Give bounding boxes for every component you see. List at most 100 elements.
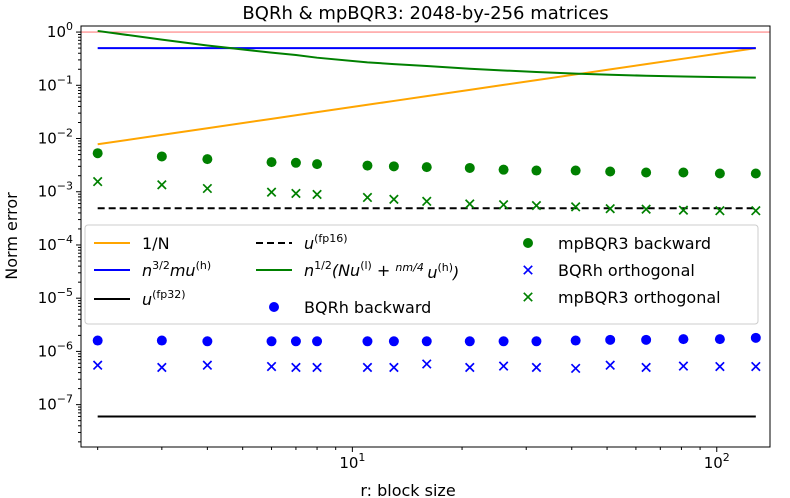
point-stroke [751,205,761,216]
point-bqrh-orthogonal [498,361,509,371]
y-tick-label: 10−4 [38,233,73,254]
point-stroke [389,194,399,205]
point-bqrh-orthogonal [531,362,542,373]
point-stroke [715,205,725,216]
y-axis-label: Norm error [2,192,21,280]
plot-frame [80,25,771,448]
point-bqrh-orthogonal [751,361,761,372]
point-bqrh-orthogonal [157,362,167,373]
point-stroke [678,205,689,215]
point-mpbqr3-backward [750,168,761,179]
legend-item-n-1-2-nu-l-nm-4-u-h: n1/2(Nu(l) + nm/4 u(h)) [256,259,459,282]
point-bqrh-orthogonal [678,361,689,371]
plot-marks [81,29,770,418]
point-mpbqr3-orthogonal [389,194,399,205]
point-mpbqr3-backward [641,167,652,178]
point-mpbqr3-backward [531,165,542,176]
point-stroke [678,361,689,371]
point-stroke [570,363,581,374]
point-bqrh-backward [714,334,725,345]
x-axis-label: r: block size [360,481,455,498]
point-stroke [362,192,373,203]
x-tick-label: 101 [339,451,365,472]
point-bqrh-backward [570,335,581,346]
y-tick-label: 10−6 [38,339,73,360]
legend-swatch [523,238,533,248]
y-tick-label: 10−5 [38,286,73,307]
point-bqrh-backward [421,336,432,347]
point-mpbqr3-orthogonal [362,192,373,203]
point-mpbqr3-backward [498,164,509,175]
point-mpbqr3-backward [266,157,277,168]
point-bqrh-orthogonal [464,362,475,373]
legend-label: u(fp32) [142,288,186,309]
legend-label: BQRh orthogonal [558,261,695,280]
point-stroke [362,362,373,373]
point-bqrh-orthogonal [312,362,322,373]
point-bqrh-orthogonal [715,361,725,372]
axis-ticks: 10−7 10−6 10−5 10−4 10−3 10−2 10−1 100 101 102 [38,20,730,472]
point-bqrh-orthogonal [362,362,373,373]
point-stroke [605,360,615,371]
point-mpbqr3-orthogonal [498,199,509,210]
point-mpbqr3-backward [92,148,103,159]
point-mpbqr3-backward [156,151,167,162]
legend-label: n3/2mu(h) [142,259,211,280]
legend-swatch [269,302,279,312]
point-mpbqr3-orthogonal [421,196,432,207]
point-stroke [605,203,615,214]
point-bqrh-orthogonal [92,360,103,371]
point-bqrh-orthogonal [570,363,581,374]
point-mpbqr3-backward [290,157,301,168]
point-bqrh-orthogonal [291,362,301,373]
line-n-1-2-nu-l-nm-4-u-h [97,29,756,79]
point-mpbqr3-backward [202,154,213,165]
y-tick-label: 10−1 [38,73,73,94]
legend-label: mpBQR3 backward [558,234,711,253]
point-bqrh-backward [312,336,323,347]
point-bqrh-backward [92,335,103,346]
legend-item-u-fp32: u(fp32) [94,288,186,309]
point-stroke [421,196,432,207]
point-mpbqr3-orthogonal [464,199,475,209]
legend-item-bqrh-backward: BQRh backward [269,298,431,317]
point-stroke [312,189,322,200]
legend-item-1-n: 1/N [94,234,170,253]
point-mpbqr3-orthogonal [715,205,725,216]
point-stroke [641,362,651,373]
legend-label: u(fp16) [304,232,348,253]
point-stroke [421,359,432,369]
point-stroke [715,361,725,372]
legend-item-mpbqr3-orthogonal: mpBQR3 orthogonal [523,288,721,307]
point-mpbqr3-orthogonal [157,180,167,190]
point-mpbqr3-orthogonal [605,203,615,214]
point-mpbqr3-backward [714,168,725,179]
point-mpbqr3-backward [678,167,689,178]
point-mpbqr3-orthogonal [531,200,542,211]
point-stroke [92,176,103,187]
legend-item-mpbqr3-backward: mpBQR3 backward [523,234,711,253]
point-bqrh-backward [266,336,277,347]
x-tick-label: 102 [704,451,730,472]
legend-swatch [523,265,533,275]
legend-item-n-3-2-mu-h: n3/2mu(h) [94,259,211,280]
point-stroke [92,360,103,371]
legend-label: 1/N [142,234,170,253]
legend: 1/N n3/2mu(h) u(fp32) u(fp16) n1/2(Nu(l) + n… [84,224,759,325]
point-stroke [157,180,167,190]
chart-title: BQRh & mpBQR3: 2048-by-256 matrices [242,3,608,24]
y-tick-label: 10−3 [38,180,73,201]
legend-swatch [523,292,533,302]
point-stroke [464,199,475,209]
point-stroke [312,362,322,373]
y-tick-label: 10−7 [38,393,73,414]
point-mpbqr3-orthogonal [570,202,581,212]
point-mpbqr3-orthogonal [641,204,651,214]
point-stroke [157,362,167,373]
legend-item-bqrh-orthogonal: BQRh orthogonal [523,261,695,280]
point-mpbqr3-orthogonal [266,187,277,198]
point-bqrh-backward [464,336,475,347]
point-stroke [202,183,213,194]
point-mpbqr3-orthogonal [678,205,689,215]
legend-label: mpBQR3 orthogonal [558,288,721,307]
